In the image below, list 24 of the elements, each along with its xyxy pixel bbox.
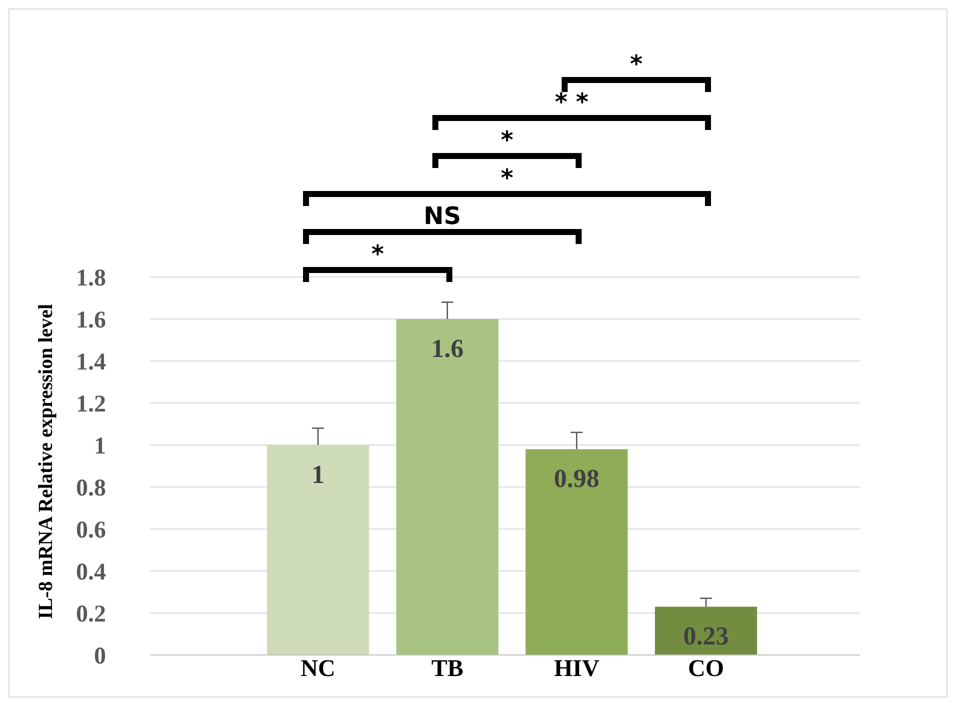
text: * * [554, 88, 588, 116]
y-tick-label: 0.8 [76, 475, 106, 502]
x-tick-label: NC [300, 656, 336, 682]
data-label: 1.6 [431, 334, 464, 363]
text: * [630, 50, 644, 78]
text: NS [424, 202, 462, 230]
x-tick-label: CO [688, 656, 724, 682]
y-axis-title: IL-8 mRNA Relative expression level [35, 303, 57, 620]
data-label: 1 [312, 460, 325, 489]
y-tick-label: 0 [94, 643, 106, 670]
text: * * [500, 126, 514, 192]
y-tick-label: 1.6 [76, 307, 106, 334]
y-tick-label: 1.2 [76, 391, 106, 418]
data-label: 0.23 [683, 622, 729, 651]
x-tick-label: TB [431, 656, 464, 682]
text: * [371, 240, 384, 268]
data-label: 0.98 [554, 464, 600, 494]
y-tick-label: 1.4 [76, 349, 106, 376]
y-tick-label: 0.6 [76, 517, 106, 544]
x-tick-label: HIV [554, 656, 600, 682]
y-tick-label: 0.4 [76, 559, 106, 586]
y-tick-label: 0.2 [76, 601, 106, 628]
y-tick-label: 1.8 [76, 265, 106, 292]
y-tick-label: 1 [94, 433, 106, 460]
